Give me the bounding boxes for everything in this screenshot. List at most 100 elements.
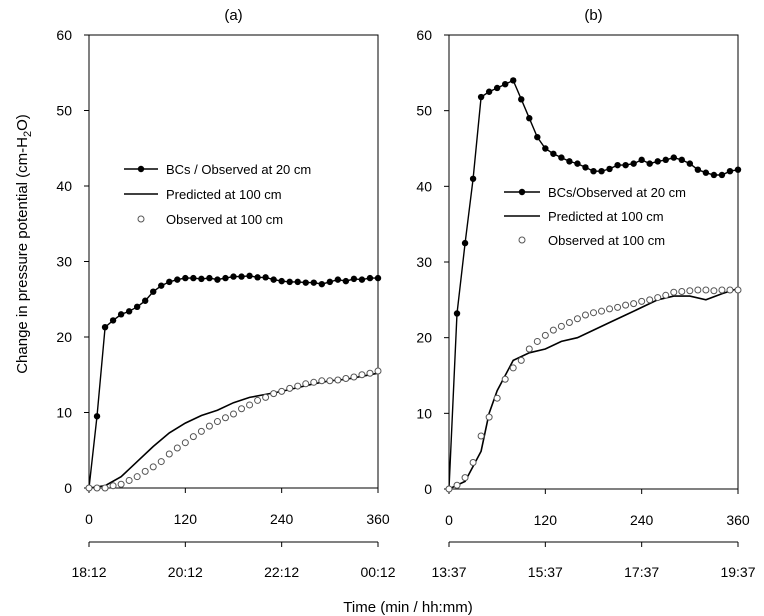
- series-b-2-point: [565, 319, 573, 327]
- x-tick-label-a-0: 0: [85, 511, 93, 527]
- series-b-1-line: [448, 287, 739, 490]
- series-b-2-point: [598, 307, 606, 315]
- series-b-2-point: [726, 286, 734, 294]
- series-b-2-point: [630, 300, 638, 308]
- legend-entry-b-1-label: Predicted at 100 cm: [548, 209, 664, 224]
- panel-b: (b) 0 10 20 30 40 50 60 0 120 240 360 13:37 15:37 17:3…: [416, 7, 755, 580]
- series-a-0-point: [294, 278, 301, 286]
- series-a-0-point: [238, 273, 245, 280]
- series-a-2-point: [366, 369, 374, 377]
- series-a-0-point: [350, 275, 358, 283]
- series-b-2-point: [606, 305, 614, 313]
- plot-frame-a: [88, 34, 379, 489]
- time-tick-label-a-1: 20:12: [168, 564, 203, 580]
- series-b-0-point: [622, 161, 629, 169]
- series-b-2-point: [710, 287, 718, 295]
- series-a-2-point: [109, 482, 117, 490]
- time-tick-label-b-2: 17:37: [624, 564, 659, 580]
- series-b-0-point: [582, 164, 589, 171]
- series-a-2-point: [246, 401, 254, 409]
- series-a-2-point: [302, 380, 310, 388]
- series-b-0-point: [670, 154, 677, 161]
- series-a-2-point: [181, 439, 189, 447]
- series-b-0-point: [501, 80, 509, 88]
- series-a-0-point: [198, 275, 205, 283]
- y-axis-label-end: O): [14, 114, 31, 131]
- legend-entry-b-2-marker: [518, 236, 526, 244]
- series-b-0-point: [558, 154, 565, 161]
- series-b-0-point: [638, 156, 645, 164]
- series-b-2-point: [718, 286, 726, 294]
- series-b-0-point: [477, 93, 485, 101]
- series-b-2-point: [525, 345, 533, 353]
- series-b-2-point: [477, 432, 485, 440]
- x-tick-label-b-1: 120: [534, 512, 558, 528]
- series-a-2-point: [230, 410, 237, 418]
- series-b-2-point: [517, 356, 525, 364]
- series-a-2-point: [101, 484, 109, 492]
- series-a-0-point: [158, 282, 165, 289]
- x-axis-label: Time (min / hh:mm): [343, 599, 472, 616]
- series-a-0-point: [334, 276, 342, 283]
- series-b-0-point: [590, 168, 597, 175]
- series-b-0-point: [614, 161, 621, 169]
- series-b-0-point: [702, 169, 710, 176]
- series-b-0-point: [493, 84, 501, 92]
- series-a-0-point: [117, 311, 125, 318]
- series-b-0-point: [734, 166, 742, 173]
- series-b-0-point: [518, 96, 525, 103]
- series-b-2-point: [469, 459, 477, 467]
- series-a-2-point: [93, 484, 101, 492]
- series-b-2-point: [533, 337, 541, 345]
- y-axis-label-subscript: 2: [22, 131, 34, 137]
- series-a-0-point: [246, 272, 253, 280]
- series-b-0-point: [550, 150, 557, 157]
- series-b-2-point: [646, 296, 654, 304]
- series-b-0-point: [534, 133, 541, 141]
- y-tick-label-b-6: 60: [416, 27, 432, 43]
- y-tick-label-b-3: 30: [416, 254, 432, 270]
- series-a-2-point: [125, 476, 133, 484]
- series-b-2-point: [670, 288, 678, 296]
- series-a-2-point: [318, 377, 326, 385]
- series-b-2-point: [638, 297, 646, 305]
- series-a-0-point: [182, 274, 189, 282]
- series-a-0-point: [214, 276, 221, 283]
- y-axis-label-main: Change in pressure potential (cm-H: [14, 137, 31, 374]
- y-tick-label-b-1: 10: [416, 405, 432, 421]
- series-a-2-point: [221, 414, 229, 422]
- series-a-0-point: [310, 279, 317, 286]
- series-a-0-point: [166, 278, 173, 286]
- series-a-2-point: [189, 433, 197, 441]
- series-a-2-point: [254, 396, 262, 404]
- x-tick-label-b-0: 0: [445, 512, 453, 528]
- x-tick-label-b-2: 240: [630, 512, 654, 528]
- y-tick-label-a-6: 60: [56, 27, 72, 43]
- time-tick-label-a-0: 18:12: [71, 564, 106, 580]
- series-b-2-point: [461, 474, 469, 482]
- series-b-2-point: [549, 326, 557, 334]
- series-b-0-point: [646, 160, 653, 167]
- series-a-0-point: [286, 278, 293, 286]
- y-tick-label-a-1: 10: [56, 405, 72, 421]
- series-b-0-point: [526, 115, 533, 122]
- series-b-0-point: [654, 158, 661, 165]
- series-a-2-point: [117, 480, 125, 488]
- series-a-0-point: [230, 273, 237, 280]
- x-tick-label-b-3: 360: [726, 512, 750, 528]
- legend-entry-a-0-label: BCs / Observed at 20 cm: [166, 162, 311, 177]
- x-tick-label-a-1: 120: [174, 511, 198, 527]
- series-b-0-point: [718, 171, 726, 179]
- y-tick-label-b-2: 20: [416, 330, 432, 346]
- series-a-0-point: [93, 413, 101, 420]
- series-a-2-point: [334, 376, 342, 384]
- series-a-0-point: [302, 279, 309, 286]
- series-a-2-point: [213, 418, 221, 426]
- series-a-0-point: [141, 297, 149, 304]
- y-axis-label: Change in pressure potential (cm-H2O): [14, 114, 34, 374]
- series-a-0-point: [366, 274, 374, 282]
- series-a-2-point: [374, 367, 382, 375]
- series-b-0-point: [710, 171, 718, 179]
- series-a-0-point: [358, 276, 366, 283]
